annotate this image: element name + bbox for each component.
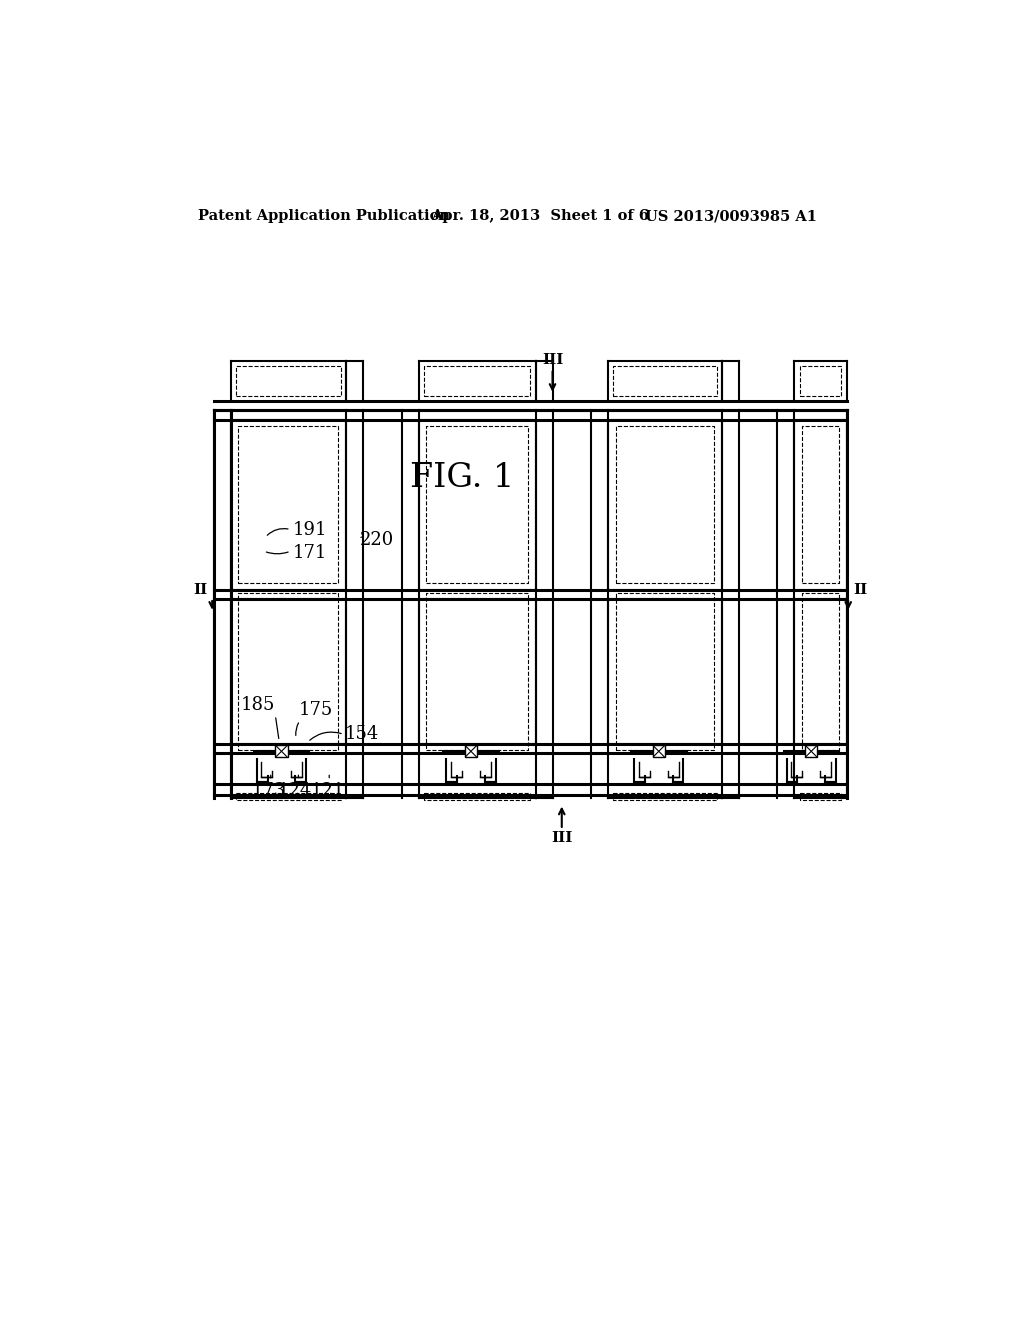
Text: 121: 121 [310, 781, 345, 800]
Text: 175: 175 [298, 701, 333, 719]
Text: 154: 154 [345, 726, 379, 743]
Text: Patent Application Publication: Patent Application Publication [199, 209, 451, 223]
Text: 220: 220 [360, 531, 394, 549]
Text: 185: 185 [241, 697, 275, 714]
Text: US 2013/0093985 A1: US 2013/0093985 A1 [645, 209, 817, 223]
Text: 124: 124 [279, 781, 312, 800]
Bar [465, 744, 477, 758]
Text: FIG. 1: FIG. 1 [410, 462, 514, 494]
Text: Apr. 18, 2013  Sheet 1 of 6: Apr. 18, 2013 Sheet 1 of 6 [431, 209, 649, 223]
Text: II: II [194, 583, 208, 598]
Bar [805, 744, 817, 758]
Text: 173: 173 [252, 781, 287, 800]
Bar [275, 744, 288, 758]
Text: 171: 171 [292, 544, 327, 561]
Text: III: III [542, 352, 563, 367]
Bar [652, 744, 665, 758]
Text: III: III [551, 832, 572, 845]
Text: II: II [853, 583, 867, 598]
Text: 191: 191 [292, 520, 327, 539]
